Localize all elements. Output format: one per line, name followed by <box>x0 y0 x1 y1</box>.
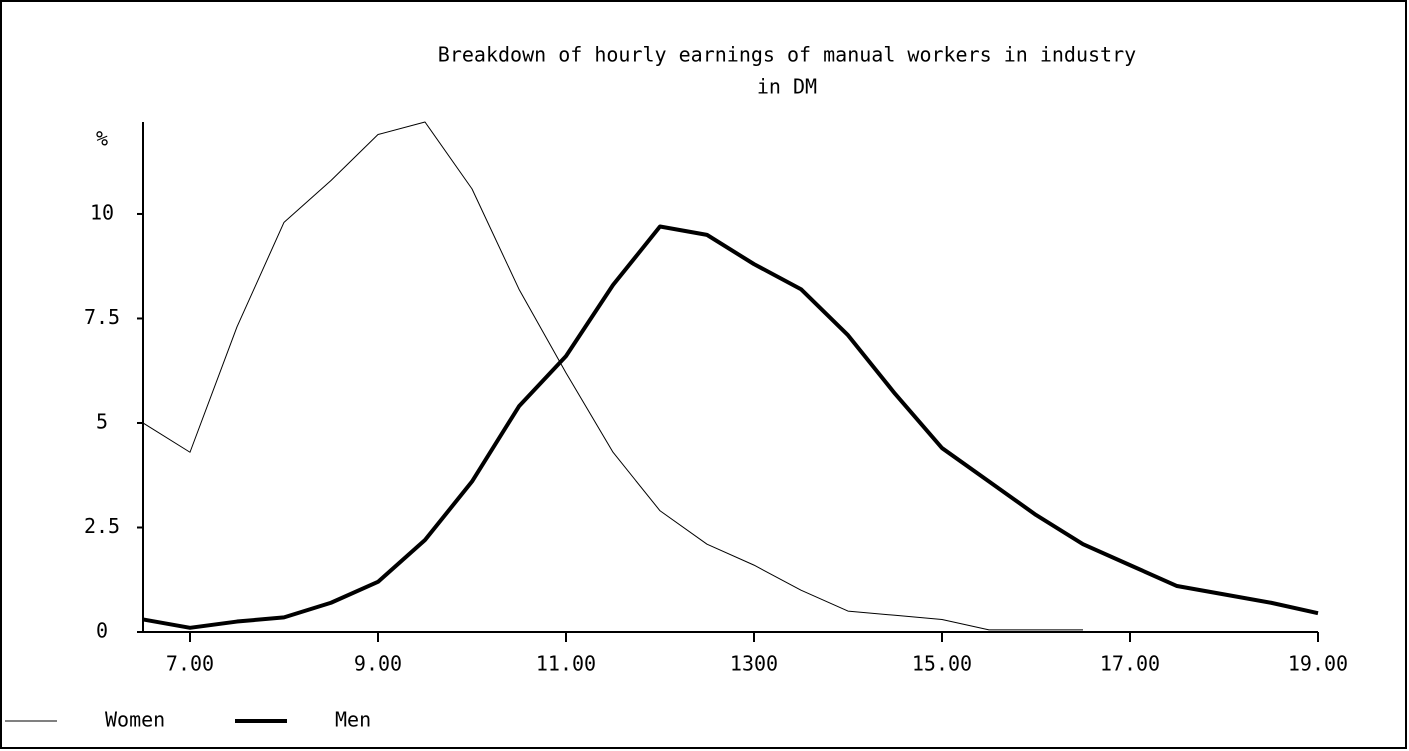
x-tick-label: 15.00 <box>912 652 972 676</box>
legend-label: Men <box>335 708 371 732</box>
y-tick-label: 10 <box>90 200 114 224</box>
x-tick-label: 19.00 <box>1288 652 1348 676</box>
chart-title: Breakdown of hourly earnings of manual w… <box>438 43 1136 67</box>
y-tick-label: 7.5 <box>84 305 120 329</box>
x-tick-label: 11.00 <box>536 652 596 676</box>
x-tick-label: 17.00 <box>1100 652 1160 676</box>
x-tick-label: 9.00 <box>354 652 402 676</box>
line-series <box>142 121 1083 631</box>
legend-label: Women <box>105 708 165 732</box>
chart-title: in DM <box>757 75 817 99</box>
x-tick-label: 1300 <box>730 652 778 676</box>
y-tick-label: 5 <box>96 409 108 433</box>
line-series <box>142 224 1319 630</box>
y-tick-label: 2.5 <box>84 514 120 538</box>
y-tick-label: 0 <box>96 619 108 643</box>
x-tick-label: 7.00 <box>166 652 214 676</box>
y-axis-label: % <box>96 127 108 151</box>
